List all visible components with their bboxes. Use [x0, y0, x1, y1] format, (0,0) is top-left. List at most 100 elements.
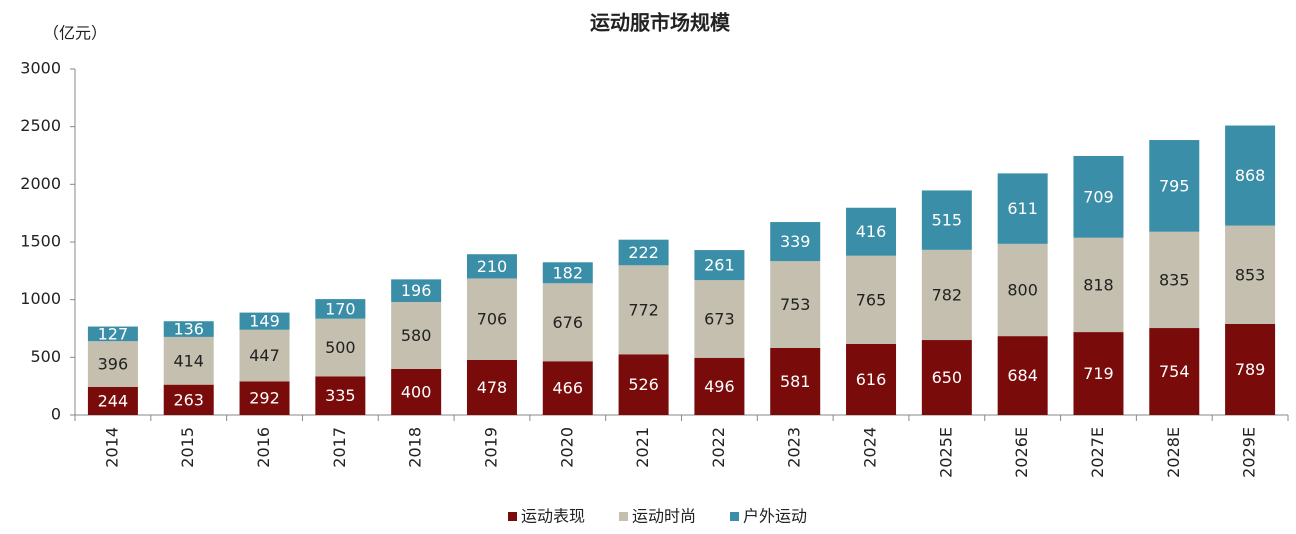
bar-segment — [921, 249, 972, 341]
y-tick-label: 1000 — [20, 289, 61, 308]
legend-label: 户外运动 — [743, 507, 807, 526]
x-tick-label: 2029E — [1240, 427, 1259, 478]
bar-segment — [770, 222, 821, 262]
data-label: 673 — [704, 309, 735, 328]
data-label: 719 — [1083, 364, 1114, 383]
legend-swatch — [508, 512, 517, 521]
bar-segment — [1149, 328, 1200, 415]
data-label: 261 — [704, 256, 735, 275]
x-tick-label: 2019 — [481, 427, 500, 468]
x-tick-label: 2017 — [330, 427, 349, 468]
x-tick-label: 2028E — [1164, 427, 1183, 478]
y-tick-label: 3000 — [20, 59, 61, 78]
x-tick-label: 2025E — [936, 427, 955, 478]
x-tick-label: 2020 — [557, 427, 576, 468]
bar-segment — [618, 354, 669, 415]
y-tick-label: 2000 — [20, 174, 61, 193]
data-label: 222 — [628, 243, 659, 262]
legend-swatch — [619, 512, 628, 521]
bar-segment — [163, 384, 214, 415]
data-label: 800 — [1007, 280, 1038, 299]
data-label: 709 — [1083, 187, 1114, 206]
x-tick-label: 2022 — [709, 427, 728, 468]
bar-segment — [694, 280, 745, 358]
data-label: 500 — [325, 338, 356, 357]
x-tick-label: 2016 — [254, 427, 273, 468]
bar-segment — [1073, 332, 1124, 415]
bar-segment — [163, 336, 214, 385]
bar-segment — [239, 329, 290, 382]
y-tick-label: 2500 — [20, 116, 61, 135]
bar-segment — [391, 279, 442, 302]
bar-segment — [391, 301, 442, 369]
data-label: 753 — [780, 295, 811, 314]
data-label: 706 — [477, 310, 508, 329]
data-label: 447 — [249, 346, 280, 365]
bar-segment — [846, 343, 897, 415]
data-label: 835 — [1159, 270, 1190, 289]
bar-segment — [921, 190, 972, 250]
bar-segment — [239, 312, 290, 330]
data-label: 210 — [477, 257, 508, 276]
bar-segment — [770, 347, 821, 415]
bar-segment — [694, 357, 745, 415]
bar-segment — [542, 262, 593, 284]
data-label: 416 — [856, 222, 887, 241]
bar-segment — [997, 336, 1048, 415]
x-tick-label: 2027E — [1088, 427, 1107, 478]
data-label: 580 — [401, 326, 432, 345]
bar-segment — [1073, 237, 1124, 333]
bar-segment — [618, 265, 669, 355]
bar-segment — [1225, 125, 1276, 226]
data-label: 868 — [1235, 166, 1266, 185]
data-label: 611 — [1007, 199, 1038, 218]
data-label: 196 — [401, 281, 432, 300]
data-label: 339 — [780, 232, 811, 251]
data-label: 182 — [553, 263, 584, 282]
data-label: 396 — [98, 355, 129, 374]
bar-segment — [770, 261, 821, 348]
data-label: 526 — [628, 375, 659, 394]
data-label: 149 — [249, 312, 280, 331]
data-label: 754 — [1159, 362, 1190, 381]
data-label: 782 — [932, 285, 963, 304]
bar-segment — [542, 361, 593, 415]
data-label: 853 — [1235, 265, 1266, 284]
data-label: 466 — [553, 379, 584, 398]
legend-label: 运动时尚 — [632, 507, 696, 526]
data-label: 616 — [856, 370, 887, 389]
y-axis-label: （亿元） — [43, 24, 107, 43]
bar-segment — [997, 243, 1048, 337]
bar-segment — [315, 299, 366, 319]
bar-segment — [846, 255, 897, 344]
data-label: 772 — [628, 300, 659, 319]
bar-segment — [315, 318, 366, 377]
data-label: 400 — [401, 382, 432, 401]
data-label: 795 — [1159, 176, 1190, 195]
data-label: 292 — [249, 389, 280, 408]
data-label: 244 — [98, 391, 129, 410]
bar-segment — [87, 326, 138, 342]
legend-label: 运动表现 — [521, 507, 585, 526]
bar-segment — [997, 173, 1048, 244]
bar-segment — [1149, 140, 1200, 232]
data-label: 789 — [1235, 360, 1266, 379]
data-label: 263 — [173, 390, 204, 409]
bar-segment — [1073, 155, 1124, 238]
data-label: 127 — [98, 324, 129, 343]
data-label: 136 — [173, 320, 204, 339]
bar-segment — [694, 250, 745, 281]
y-tick-label: 500 — [30, 347, 61, 366]
data-label: 515 — [932, 211, 963, 230]
x-tick-label: 2021 — [633, 427, 652, 468]
legend-swatch — [730, 512, 739, 521]
bar-segment — [391, 368, 442, 415]
bar-segment — [542, 283, 593, 362]
data-label: 676 — [553, 313, 584, 332]
chart-title: 运动服市场规模 — [590, 11, 731, 35]
x-tick-label: 2014 — [102, 427, 121, 468]
bar-segment — [466, 359, 517, 415]
bar-segment — [87, 386, 138, 415]
bar-segment — [618, 239, 669, 266]
bar-segment — [846, 207, 897, 256]
